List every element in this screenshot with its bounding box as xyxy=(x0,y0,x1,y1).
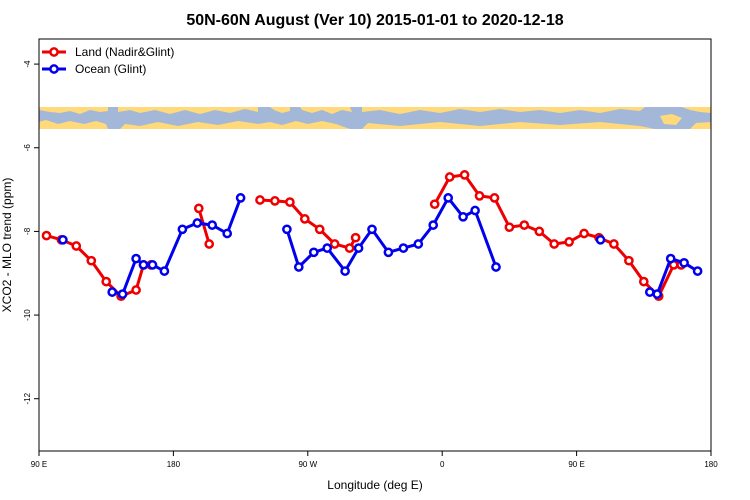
series-land-point xyxy=(71,241,82,251)
y-axis: -4 -6 -8 -10 -12 xyxy=(23,60,39,404)
y-tick-label: -6 xyxy=(23,144,32,152)
series-ocean-point xyxy=(644,287,655,297)
x-tick-label: 90 E xyxy=(31,460,47,469)
series-ocean-point xyxy=(308,247,319,258)
legend-ocean-swatch-marker xyxy=(49,64,59,74)
series-ocean-point xyxy=(222,228,233,239)
series-ocean-point xyxy=(192,218,203,228)
series-land-point xyxy=(101,276,112,287)
legend: Land (Nadir&Glint) Ocean (Glint) xyxy=(42,45,174,76)
series-land-point xyxy=(329,239,340,249)
x-tick-label: 90 E xyxy=(568,460,584,469)
series-ocean-point xyxy=(322,243,333,253)
series-ocean-point xyxy=(131,253,141,264)
series-ocean-point xyxy=(353,243,364,253)
series-land-point xyxy=(299,214,310,224)
legend-item-land: Land (Nadir&Glint) xyxy=(42,45,174,59)
series-land-point xyxy=(549,239,560,249)
series-ocean-point xyxy=(595,234,606,245)
x-tick-label: 0 xyxy=(440,460,445,469)
series-ocean-point xyxy=(652,289,663,299)
x-axis-label: Longitude (deg E) xyxy=(327,478,422,492)
series-ocean-point xyxy=(413,239,424,249)
y-tick-label: -10 xyxy=(23,309,32,321)
series-land-point xyxy=(444,172,455,182)
series-ocean-point xyxy=(443,193,454,203)
series-ocean-point xyxy=(470,205,480,216)
series-land-point xyxy=(638,276,649,287)
series-ocean-point xyxy=(398,243,409,253)
y-tick-label: -12 xyxy=(23,392,32,404)
series-land-point xyxy=(285,197,295,207)
legend-ocean-label: Ocean (Glint) xyxy=(75,62,146,76)
y-tick-label: -4 xyxy=(23,60,32,68)
series-ocean-point xyxy=(679,257,689,268)
series-ocean-point xyxy=(383,247,394,258)
y-axis-label: XCO2 - MLO trend (ppm) xyxy=(0,178,14,313)
series-ocean-point xyxy=(491,262,501,272)
series-land-point xyxy=(459,170,470,180)
series-ocean-point xyxy=(107,287,118,297)
series-land-point xyxy=(429,199,440,210)
series-land-point xyxy=(534,226,545,237)
series-land-point xyxy=(86,255,97,266)
series-ocean-point xyxy=(58,234,68,245)
series-ocean-point xyxy=(207,220,218,230)
series-ocean-point xyxy=(235,193,246,203)
series-land-point xyxy=(193,203,204,214)
series-land-point xyxy=(624,255,634,266)
legend-item-ocean: Ocean (Glint) xyxy=(42,62,146,76)
series-land-point xyxy=(474,191,485,201)
series-layer xyxy=(41,170,703,302)
series-land-point xyxy=(350,232,361,243)
x-axis: 90 E 180 90 W 0 90 E 180 xyxy=(31,451,718,469)
series-land-point xyxy=(504,222,515,233)
series-land-point xyxy=(564,237,574,247)
x-tick-label: 90 W xyxy=(298,460,317,469)
legend-land-label: Land (Nadir&Glint) xyxy=(75,45,174,59)
series-ocean-point xyxy=(665,253,676,264)
series-ocean-point xyxy=(177,224,188,235)
y-tick-label: -8 xyxy=(23,227,32,235)
chart-title: 50N-60N August (Ver 10) 2015-01-01 to 20… xyxy=(186,12,563,29)
plot-frame xyxy=(38,38,712,452)
series-land-point xyxy=(609,239,619,249)
legend-land-swatch-marker xyxy=(49,47,59,57)
series-ocean-point xyxy=(159,266,170,276)
series-ocean-point xyxy=(692,266,703,276)
map-land-masses xyxy=(39,107,711,129)
series-land-point xyxy=(344,243,355,253)
x-tick-label: 180 xyxy=(704,460,718,469)
series-ocean-point xyxy=(367,224,377,235)
series-ocean-point xyxy=(138,260,149,270)
series-land-point xyxy=(519,220,530,230)
series-ocean xyxy=(58,193,703,299)
series-land-point xyxy=(255,195,265,205)
series-ocean-point xyxy=(282,224,292,235)
series-land-point xyxy=(314,224,325,235)
series-land-point xyxy=(489,193,500,203)
series-land-point xyxy=(131,285,141,295)
series-ocean-point xyxy=(117,289,128,299)
series-ocean-point xyxy=(147,260,158,270)
series-land-point xyxy=(270,196,280,206)
series-ocean-point xyxy=(340,266,350,276)
series-land-line xyxy=(197,207,211,245)
series-land-point xyxy=(41,230,52,241)
x-tick-label: 180 xyxy=(167,460,181,469)
series-ocean-point xyxy=(293,262,304,272)
series-land-point xyxy=(204,239,215,249)
series-land-point xyxy=(579,228,589,239)
world-map-strip xyxy=(39,107,711,129)
series-ocean-point xyxy=(458,211,468,222)
series-ocean-point xyxy=(428,220,439,230)
